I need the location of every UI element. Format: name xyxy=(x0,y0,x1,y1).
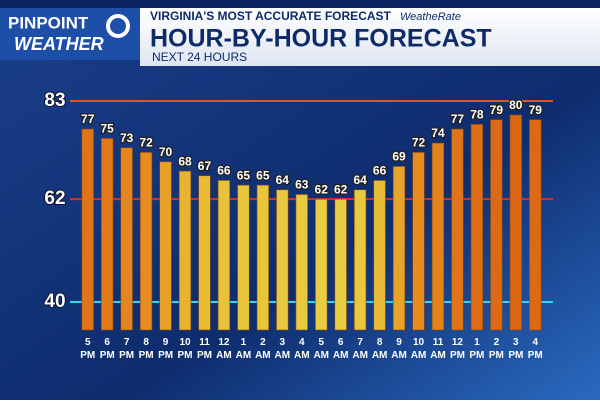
header xyxy=(140,8,600,66)
x-tick-label: 11 PM xyxy=(197,337,212,361)
x-tick-label: 6 PM xyxy=(100,337,115,361)
bar xyxy=(159,161,172,331)
bar xyxy=(490,119,503,331)
value-label: 64 xyxy=(276,173,290,187)
bar xyxy=(334,198,347,331)
value-label: 79 xyxy=(490,103,504,117)
value-label: 66 xyxy=(217,164,231,178)
value-label: 67 xyxy=(198,159,212,173)
bar xyxy=(529,119,542,331)
value-label: 65 xyxy=(237,168,251,182)
bar xyxy=(451,128,464,331)
bar xyxy=(295,194,308,331)
value-label: 66 xyxy=(373,164,387,178)
value-label: 75 xyxy=(101,122,115,136)
x-tick-label: 2 PM xyxy=(489,337,504,361)
bar xyxy=(120,147,133,331)
value-label: 80 xyxy=(509,98,523,112)
x-tick-label: 9 AM xyxy=(391,337,407,361)
value-label: 78 xyxy=(470,108,484,122)
x-tick-label: 7 AM xyxy=(352,337,368,361)
banner: VIRGINIA'S MOST ACCURATE FORECAST xyxy=(150,9,392,23)
value-label: 73 xyxy=(120,131,134,145)
x-tick-label: 12 PM xyxy=(450,337,465,361)
bar xyxy=(81,128,94,331)
x-tick-label: 1 PM xyxy=(469,337,484,361)
top-strip xyxy=(0,0,600,10)
x-tick-label: 4 PM xyxy=(528,337,543,361)
value-label: 68 xyxy=(178,154,192,168)
value-label: 77 xyxy=(451,112,465,126)
logo-line2: WEATHER xyxy=(14,34,104,54)
x-tick-label: 9 PM xyxy=(158,337,173,361)
bar xyxy=(198,175,211,331)
bar xyxy=(237,184,250,331)
bar xyxy=(276,189,289,331)
x-tick-label: 7 PM xyxy=(119,337,134,361)
y-tick-label: 62 xyxy=(44,188,65,209)
bar xyxy=(470,124,484,331)
value-label: 74 xyxy=(431,126,445,140)
y-tick-label: 83 xyxy=(44,90,65,111)
bar xyxy=(431,142,445,331)
x-tick-label: 4 AM xyxy=(294,337,310,361)
bar xyxy=(178,170,192,331)
value-label: 62 xyxy=(334,182,348,196)
logo-icon xyxy=(106,14,130,38)
bar xyxy=(354,189,367,331)
chart-title: HOUR-BY-HOUR FORECAST xyxy=(150,25,492,53)
bar xyxy=(412,152,425,331)
logo-line1: PINPOINT xyxy=(8,13,89,32)
bar xyxy=(217,180,231,331)
value-label: 63 xyxy=(295,178,309,192)
bar xyxy=(373,180,386,331)
value-label: 62 xyxy=(315,182,329,196)
x-tick-label: 3 PM xyxy=(508,337,523,361)
x-tick-label: 10 PM xyxy=(178,337,193,361)
value-label: 77 xyxy=(81,112,95,126)
value-label: 70 xyxy=(159,145,173,159)
bar xyxy=(256,184,269,331)
x-tick-label: 6 AM xyxy=(333,337,349,361)
bar xyxy=(101,138,114,331)
x-tick-label: 10 AM xyxy=(411,337,427,361)
x-tick-label: 3 AM xyxy=(275,337,291,361)
bar xyxy=(315,198,328,331)
value-label: 64 xyxy=(353,173,367,187)
chart-subtitle: NEXT 24 HOURS xyxy=(152,50,247,64)
x-tick-label: 5 PM xyxy=(80,337,95,361)
x-tick-label: 8 AM xyxy=(372,337,388,361)
bar xyxy=(509,114,522,331)
x-tick-label: 5 AM xyxy=(313,337,329,361)
y-tick-label: 40 xyxy=(44,291,65,312)
value-label: 72 xyxy=(139,136,153,150)
value-label: 72 xyxy=(412,136,426,150)
x-tick-label: 8 PM xyxy=(139,337,154,361)
value-label: 65 xyxy=(256,168,270,182)
x-tick-label: 12 AM xyxy=(216,337,232,361)
bar xyxy=(139,152,153,331)
x-tick-label: 11 AM xyxy=(430,337,446,361)
x-tick-label: 1 AM xyxy=(236,337,252,361)
value-label: 79 xyxy=(529,103,543,117)
bar xyxy=(392,166,406,331)
x-tick-label: 2 AM xyxy=(255,337,271,361)
badge: WeatheRate xyxy=(400,11,461,23)
value-label: 69 xyxy=(392,150,406,164)
